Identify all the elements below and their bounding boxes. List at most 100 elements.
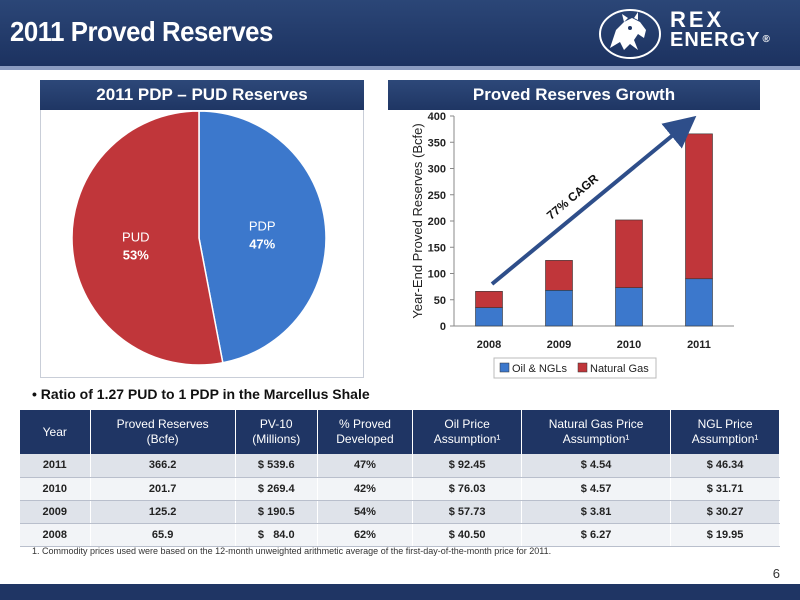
pie-panel: PDP 47% PUD 53% bbox=[40, 110, 364, 378]
registered-mark: ® bbox=[762, 34, 771, 45]
header-line1: PV-10 bbox=[259, 417, 293, 431]
table-cell: $ 4.57 bbox=[521, 477, 672, 501]
bar-oil-ngls-2008 bbox=[475, 307, 503, 327]
y-tick-label: 300 bbox=[428, 164, 446, 176]
bar-natural-gas-2008 bbox=[475, 291, 503, 308]
table-cell: $ 3.81 bbox=[521, 500, 672, 524]
table-cell: $ 76.03 bbox=[412, 477, 523, 501]
header-line1: Proved Reserves bbox=[116, 417, 209, 431]
header-gas-price: Natural Gas Price Assumption¹ bbox=[521, 410, 672, 454]
y-tick-label: 0 bbox=[440, 321, 446, 333]
table-cell: 2009 bbox=[20, 500, 91, 524]
pie-label-pdp: PDP bbox=[249, 219, 276, 234]
y-tick-label: 200 bbox=[428, 216, 446, 228]
bar-natural-gas-2010 bbox=[615, 219, 643, 288]
bar-natural-gas-2009 bbox=[545, 260, 573, 291]
footer-band bbox=[0, 584, 800, 600]
table-cell: $ 269.4 bbox=[235, 477, 318, 501]
x-tick-label: 2011 bbox=[687, 339, 711, 351]
header-line1: Oil Price bbox=[444, 417, 490, 431]
header-year-label: Year bbox=[42, 424, 67, 439]
header-line2: Assumption¹ bbox=[562, 432, 630, 446]
header-year: Year bbox=[20, 410, 91, 454]
y-tick-label: 250 bbox=[428, 190, 446, 202]
header-rule bbox=[0, 66, 800, 70]
y-tick-label: 100 bbox=[428, 269, 446, 281]
x-tick-label: 2010 bbox=[617, 339, 641, 351]
cagr-annotation: 77% CAGR bbox=[544, 171, 601, 222]
pie-slice-pdp bbox=[198, 110, 327, 364]
header-line2: Assumption¹ bbox=[433, 432, 501, 446]
legend-label: Natural Gas bbox=[590, 363, 649, 375]
horse-logo-icon bbox=[599, 9, 661, 59]
table-cell: $ 190.5 bbox=[235, 500, 318, 524]
header-band bbox=[0, 0, 800, 66]
header-line2: Assumption¹ bbox=[691, 432, 759, 446]
legend-swatch bbox=[577, 362, 588, 373]
bar-panel-heading: Proved Reserves Growth bbox=[388, 80, 760, 110]
logo-wordmark: REX ENERGY ® bbox=[670, 9, 771, 51]
bar-panel: 0 50 100 150 200 250 300 350 400 Year-End Proved … bbox=[388, 110, 760, 388]
x-tick-label: 2008 bbox=[477, 339, 501, 351]
table-cell: 201.7 bbox=[90, 477, 236, 501]
table-cell: 125.2 bbox=[90, 500, 236, 524]
header-line1: % Proved bbox=[338, 417, 391, 431]
company-logo: REX ENERGY ® bbox=[594, 4, 794, 62]
legend-label: Oil & NGLs bbox=[512, 363, 568, 375]
table-cell: 42% bbox=[317, 477, 414, 501]
x-tick-label: 2009 bbox=[547, 339, 571, 351]
y-tick-label: 400 bbox=[428, 111, 446, 123]
header-proved-reserves: Proved Reserves (Bcfe) bbox=[90, 410, 236, 454]
pie-chart: PDP 47% PUD 53% bbox=[71, 110, 327, 366]
table-cell: 366.2 bbox=[90, 454, 236, 478]
page-number: 6 bbox=[772, 566, 780, 581]
table-cell: $ 19.95 bbox=[670, 523, 780, 547]
table-cell: 47% bbox=[317, 454, 414, 478]
logo-line2: ENERGY bbox=[670, 29, 761, 51]
pie-panel-heading: 2011 PDP – PUD Reserves bbox=[40, 80, 364, 110]
marcellus-ratio-bullet: • Ratio of 1.27 PUD to 1 PDP in the Marc… bbox=[32, 386, 370, 402]
pie-slice-pud bbox=[71, 110, 224, 366]
table-cell: $ 4.54 bbox=[521, 454, 672, 478]
table-cell: 2011 bbox=[20, 454, 91, 478]
table-cell: $ 92.45 bbox=[412, 454, 523, 478]
header-pv10: PV-10 (Millions) bbox=[235, 410, 318, 454]
pie-label-pud: PUD bbox=[122, 229, 149, 244]
header-line1: Natural Gas Price bbox=[548, 417, 644, 431]
pie-value-pud: 53% bbox=[123, 247, 149, 262]
bar-oil-ngls-2009 bbox=[545, 290, 573, 327]
table-cell: $ 30.27 bbox=[670, 500, 780, 524]
bar-oil-ngls-2011 bbox=[685, 278, 713, 327]
header-oil-price: Oil Price Assumption¹ bbox=[412, 410, 523, 454]
table-cell: $ 31.71 bbox=[670, 477, 780, 501]
table-cell: $ 6.27 bbox=[521, 523, 672, 547]
table-cell: 65.9 bbox=[90, 523, 236, 547]
header-pct-developed: % Proved Developed bbox=[317, 410, 414, 454]
legend-box bbox=[493, 357, 657, 379]
table-cell: $ 57.73 bbox=[412, 500, 523, 524]
footnote: 1. Commodity prices used were based on t… bbox=[32, 546, 552, 556]
y-tick-label: 50 bbox=[434, 295, 446, 307]
header-ngl-price: NGL Price Assumption¹ bbox=[670, 410, 780, 454]
table-cell: $ 84.0 bbox=[235, 523, 318, 547]
table-row: 2011 366.2 $ 539.6 47% $ 92.45 $ 4.54 $ … bbox=[20, 454, 780, 478]
legend-swatch bbox=[499, 362, 510, 373]
pie-value-pdp: 47% bbox=[249, 237, 275, 252]
table-cell: $ 40.50 bbox=[412, 523, 523, 547]
y-tick-label: 150 bbox=[428, 242, 446, 254]
table-row: 2008 65.9 $ 84.0 62% $ 40.50 $ 6.27 $ 19… bbox=[20, 523, 780, 547]
table-cell: $ 539.6 bbox=[235, 454, 318, 478]
growth-arrow bbox=[490, 115, 697, 286]
bar-oil-ngls-2010 bbox=[615, 287, 643, 327]
header-line2: (Bcfe) bbox=[146, 432, 179, 446]
table-row: 2010 201.7 $ 269.4 42% $ 76.03 $ 4.57 $ … bbox=[20, 477, 780, 501]
table-cell: 2008 bbox=[20, 523, 91, 547]
header-line2: (Millions) bbox=[252, 432, 301, 446]
table-cell: 54% bbox=[317, 500, 414, 524]
table-cell: 62% bbox=[317, 523, 414, 547]
slide-title: 2011 Proved Reserves bbox=[10, 16, 273, 47]
header-line1: NGL Price bbox=[697, 417, 753, 431]
bar-natural-gas-2011 bbox=[685, 133, 713, 280]
header-line2: Developed bbox=[336, 432, 394, 446]
